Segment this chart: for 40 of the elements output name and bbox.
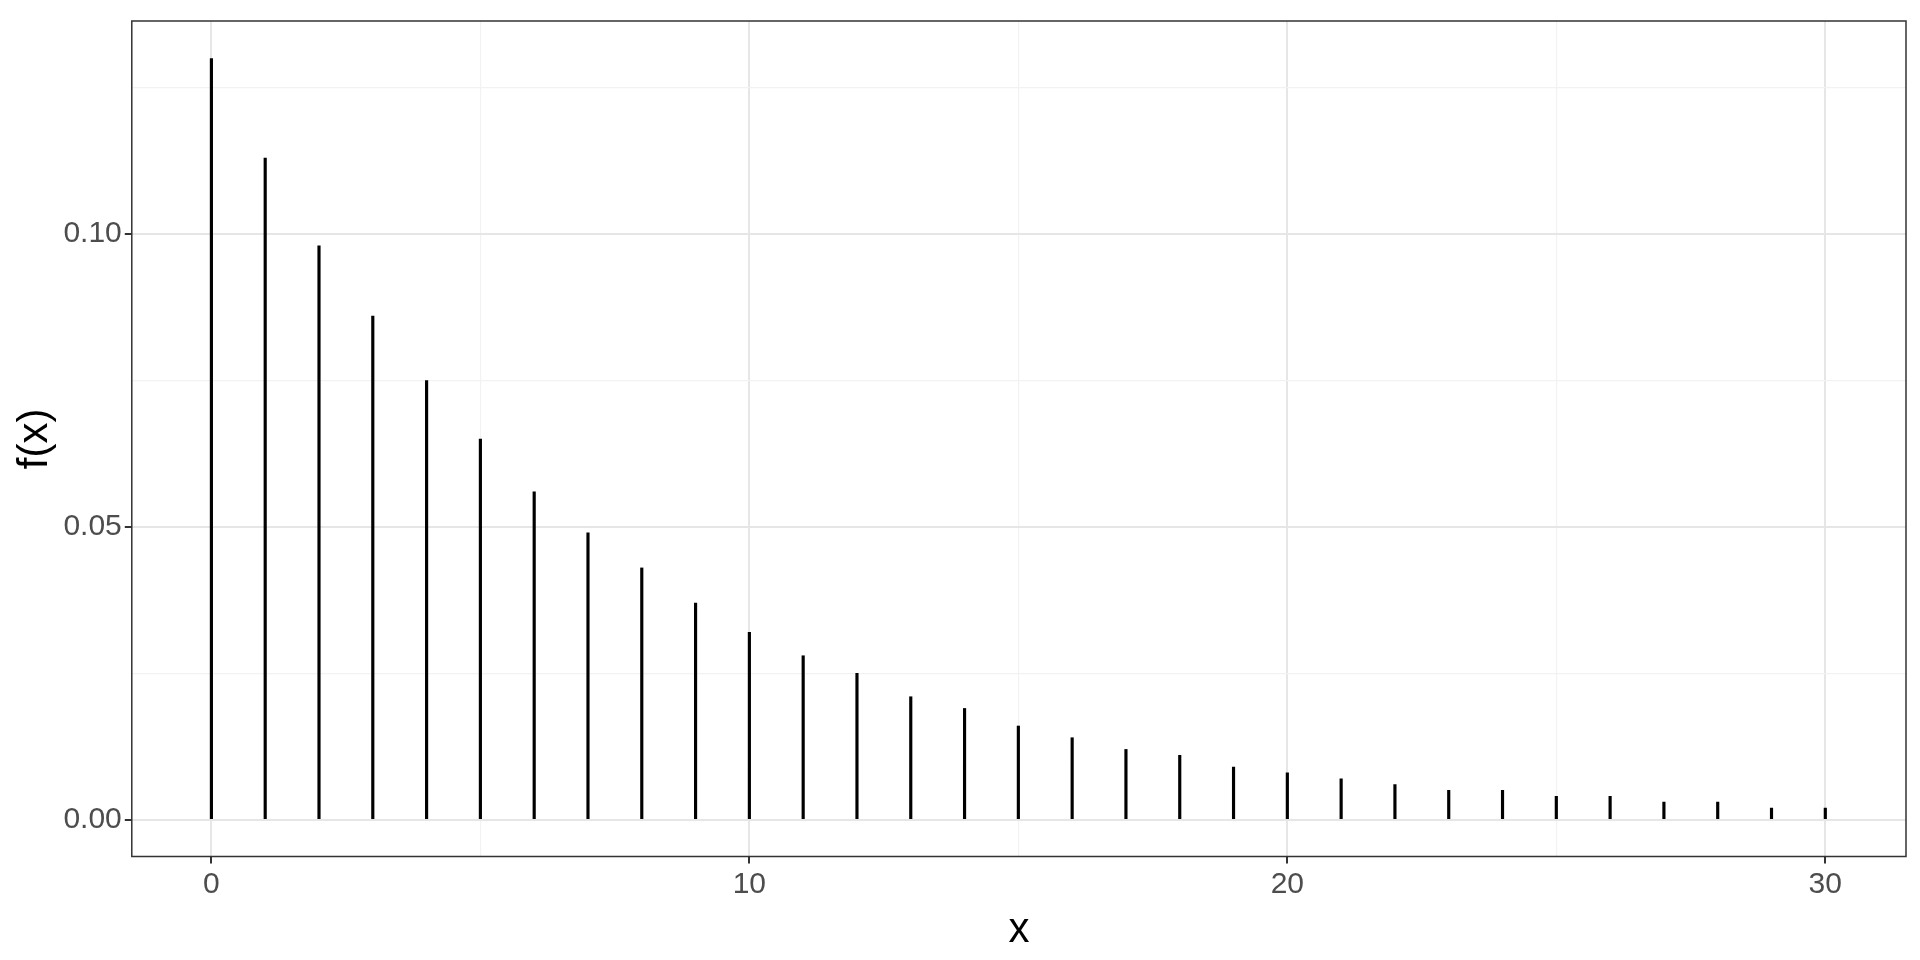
bar [586, 532, 590, 820]
bar [478, 438, 482, 820]
y-tick-label: 0.05 [63, 508, 122, 542]
x-tick-label: 0 [203, 865, 220, 899]
x-tick-label: 30 [1808, 865, 1842, 899]
x-tick-label: 10 [732, 865, 767, 899]
bar [1608, 795, 1612, 820]
x-tick-label: 20 [1270, 865, 1305, 899]
bar [1285, 772, 1289, 820]
y-tick-label: 0.00 [63, 800, 122, 834]
bar [532, 491, 536, 820]
x-axis-title: x [1008, 904, 1030, 952]
bar [1500, 790, 1505, 820]
bar [1231, 766, 1236, 820]
bar [801, 655, 805, 820]
bar [1554, 795, 1558, 820]
bar [1339, 778, 1343, 820]
bar [1178, 754, 1182, 820]
bar [1662, 801, 1666, 820]
bar [747, 632, 751, 820]
bar [640, 567, 644, 820]
bar [1447, 790, 1451, 820]
bar [1070, 737, 1074, 820]
bar [371, 315, 375, 820]
bar [1016, 725, 1020, 820]
bar [1769, 807, 1774, 820]
y-tick-label: 0.10 [63, 215, 122, 249]
y-axis-title: f(x) [8, 408, 56, 470]
bar [855, 672, 859, 820]
bar [1393, 784, 1397, 820]
bar [1823, 807, 1827, 820]
bar [209, 58, 213, 820]
bar [694, 602, 698, 820]
bar [317, 245, 321, 820]
bar [1716, 801, 1720, 820]
bar [263, 157, 267, 820]
bar [1124, 749, 1128, 820]
bar [962, 708, 967, 820]
bar [909, 696, 913, 820]
bar [425, 380, 429, 820]
